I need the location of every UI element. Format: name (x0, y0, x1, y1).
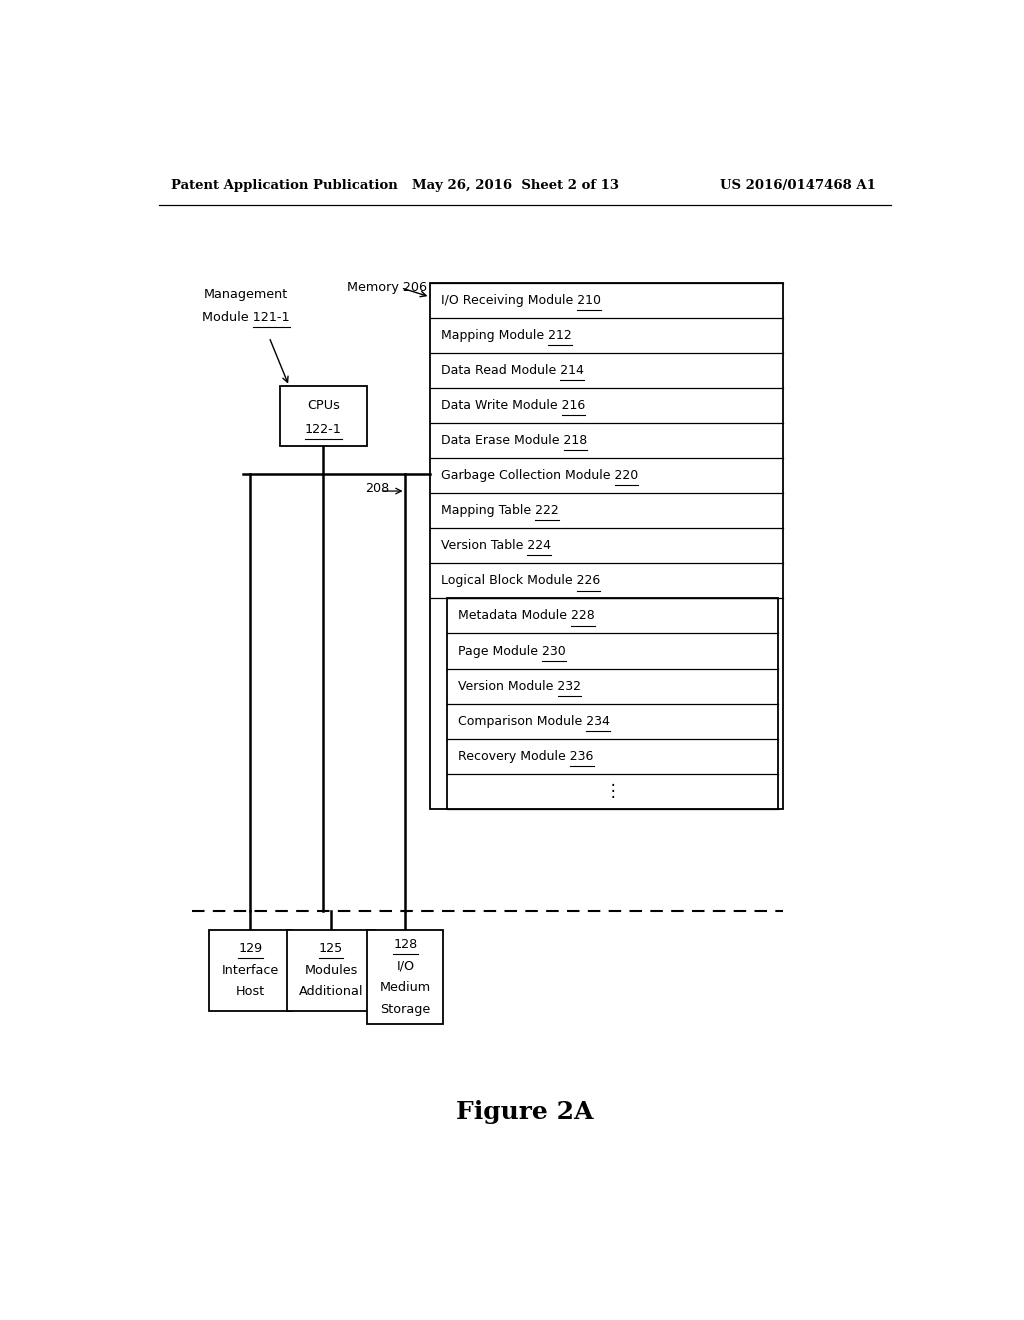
Text: Garbage Collection Module 220: Garbage Collection Module 220 (441, 470, 638, 482)
Text: Host: Host (236, 986, 265, 998)
Text: Version Table: Version Table (441, 540, 527, 552)
Text: Mapping Module 212: Mapping Module 212 (441, 329, 571, 342)
Text: I/O: I/O (396, 960, 415, 973)
Text: May 26, 2016  Sheet 2 of 13: May 26, 2016 Sheet 2 of 13 (412, 178, 618, 191)
Text: Management: Management (204, 288, 288, 301)
Text: Medium: Medium (380, 981, 431, 994)
Text: 129: 129 (239, 942, 262, 956)
Bar (368, 929, 443, 1024)
Text: Comparison Module 234: Comparison Module 234 (458, 714, 610, 727)
Text: Comparison Module: Comparison Module (458, 714, 587, 727)
Text: Module 121-1: Module 121-1 (202, 312, 290, 323)
Text: CPUs: CPUs (307, 399, 340, 412)
Text: Recovery Module 236: Recovery Module 236 (458, 750, 594, 763)
Text: Version Module: Version Module (458, 680, 557, 693)
Text: Metadata Module 228: Metadata Module 228 (458, 610, 595, 623)
Text: Data Read Module 214: Data Read Module 214 (441, 364, 584, 378)
Text: Mapping Module: Mapping Module (441, 329, 548, 342)
Bar (430, 284, 783, 809)
Text: Data Read Module: Data Read Module (441, 364, 560, 378)
Text: Data Erase Module 218: Data Erase Module 218 (441, 434, 588, 447)
Text: 208: 208 (366, 482, 389, 495)
Text: Figure 2A: Figure 2A (456, 1100, 594, 1123)
Text: Page Module: Page Module (458, 644, 542, 657)
Text: Data Erase Module: Data Erase Module (441, 434, 563, 447)
Text: Additional: Additional (299, 986, 364, 998)
Text: Metadata Module: Metadata Module (458, 610, 571, 623)
Text: ⋮: ⋮ (604, 783, 622, 800)
Text: Patent Application Publication: Patent Application Publication (171, 178, 397, 191)
Bar (280, 387, 367, 446)
Text: Data Write Module: Data Write Module (441, 399, 562, 412)
Text: 125: 125 (318, 942, 343, 956)
Text: Page Module 230: Page Module 230 (458, 644, 566, 657)
Text: Garbage Collection Module: Garbage Collection Module (441, 470, 614, 482)
Text: Logical Block Module 226: Logical Block Module 226 (441, 574, 600, 587)
Text: Recovery Module: Recovery Module (458, 750, 570, 763)
Text: 128: 128 (393, 939, 418, 952)
Text: Interface: Interface (222, 964, 280, 977)
Text: Memory 206: Memory 206 (346, 281, 427, 294)
Bar (209, 931, 292, 1011)
Text: 122-1: 122-1 (305, 422, 342, 436)
Text: US 2016/0147468 A1: US 2016/0147468 A1 (720, 178, 876, 191)
Text: I/O Receiving Module 210: I/O Receiving Module 210 (441, 294, 601, 308)
Text: Version Module 232: Version Module 232 (458, 680, 582, 693)
Text: Modules: Modules (304, 964, 357, 977)
Bar (447, 598, 778, 809)
Bar (287, 931, 375, 1011)
Text: Mapping Table 222: Mapping Table 222 (441, 504, 559, 517)
Text: Data Write Module 216: Data Write Module 216 (441, 399, 586, 412)
Text: I/O Receiving Module: I/O Receiving Module (441, 294, 578, 308)
Text: Mapping Table: Mapping Table (441, 504, 536, 517)
Text: Storage: Storage (380, 1003, 430, 1016)
Text: Version Table 224: Version Table 224 (441, 540, 551, 552)
Text: Logical Block Module: Logical Block Module (441, 574, 577, 587)
